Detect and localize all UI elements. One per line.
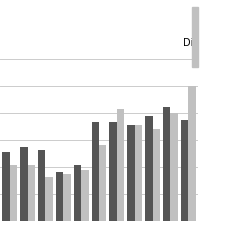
Bar	[117, 109, 124, 220]
Text: Dip: Dip	[183, 38, 200, 47]
Bar	[92, 122, 99, 220]
Bar	[81, 170, 89, 220]
Bar	[170, 112, 178, 220]
Bar	[192, 7, 198, 67]
Bar	[153, 129, 160, 220]
Bar	[188, 86, 196, 220]
Bar	[74, 165, 81, 220]
Bar	[56, 172, 63, 220]
Bar	[181, 120, 188, 220]
Bar	[38, 150, 45, 220]
Bar	[28, 165, 35, 220]
Bar	[145, 116, 153, 220]
Bar	[2, 152, 10, 220]
Bar	[163, 107, 170, 220]
Bar	[135, 125, 142, 220]
Bar	[20, 147, 28, 220]
Bar	[127, 125, 135, 220]
Bar	[10, 165, 17, 220]
Bar	[45, 177, 53, 220]
Bar	[63, 174, 71, 220]
Bar	[109, 122, 117, 220]
Bar	[99, 145, 106, 220]
